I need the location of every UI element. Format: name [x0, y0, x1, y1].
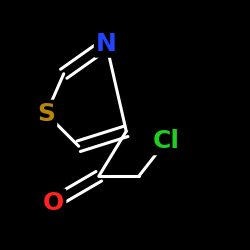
Text: Cl: Cl: [153, 129, 180, 153]
Text: O: O: [43, 190, 64, 214]
Text: S: S: [37, 102, 55, 126]
Text: N: N: [96, 32, 117, 56]
